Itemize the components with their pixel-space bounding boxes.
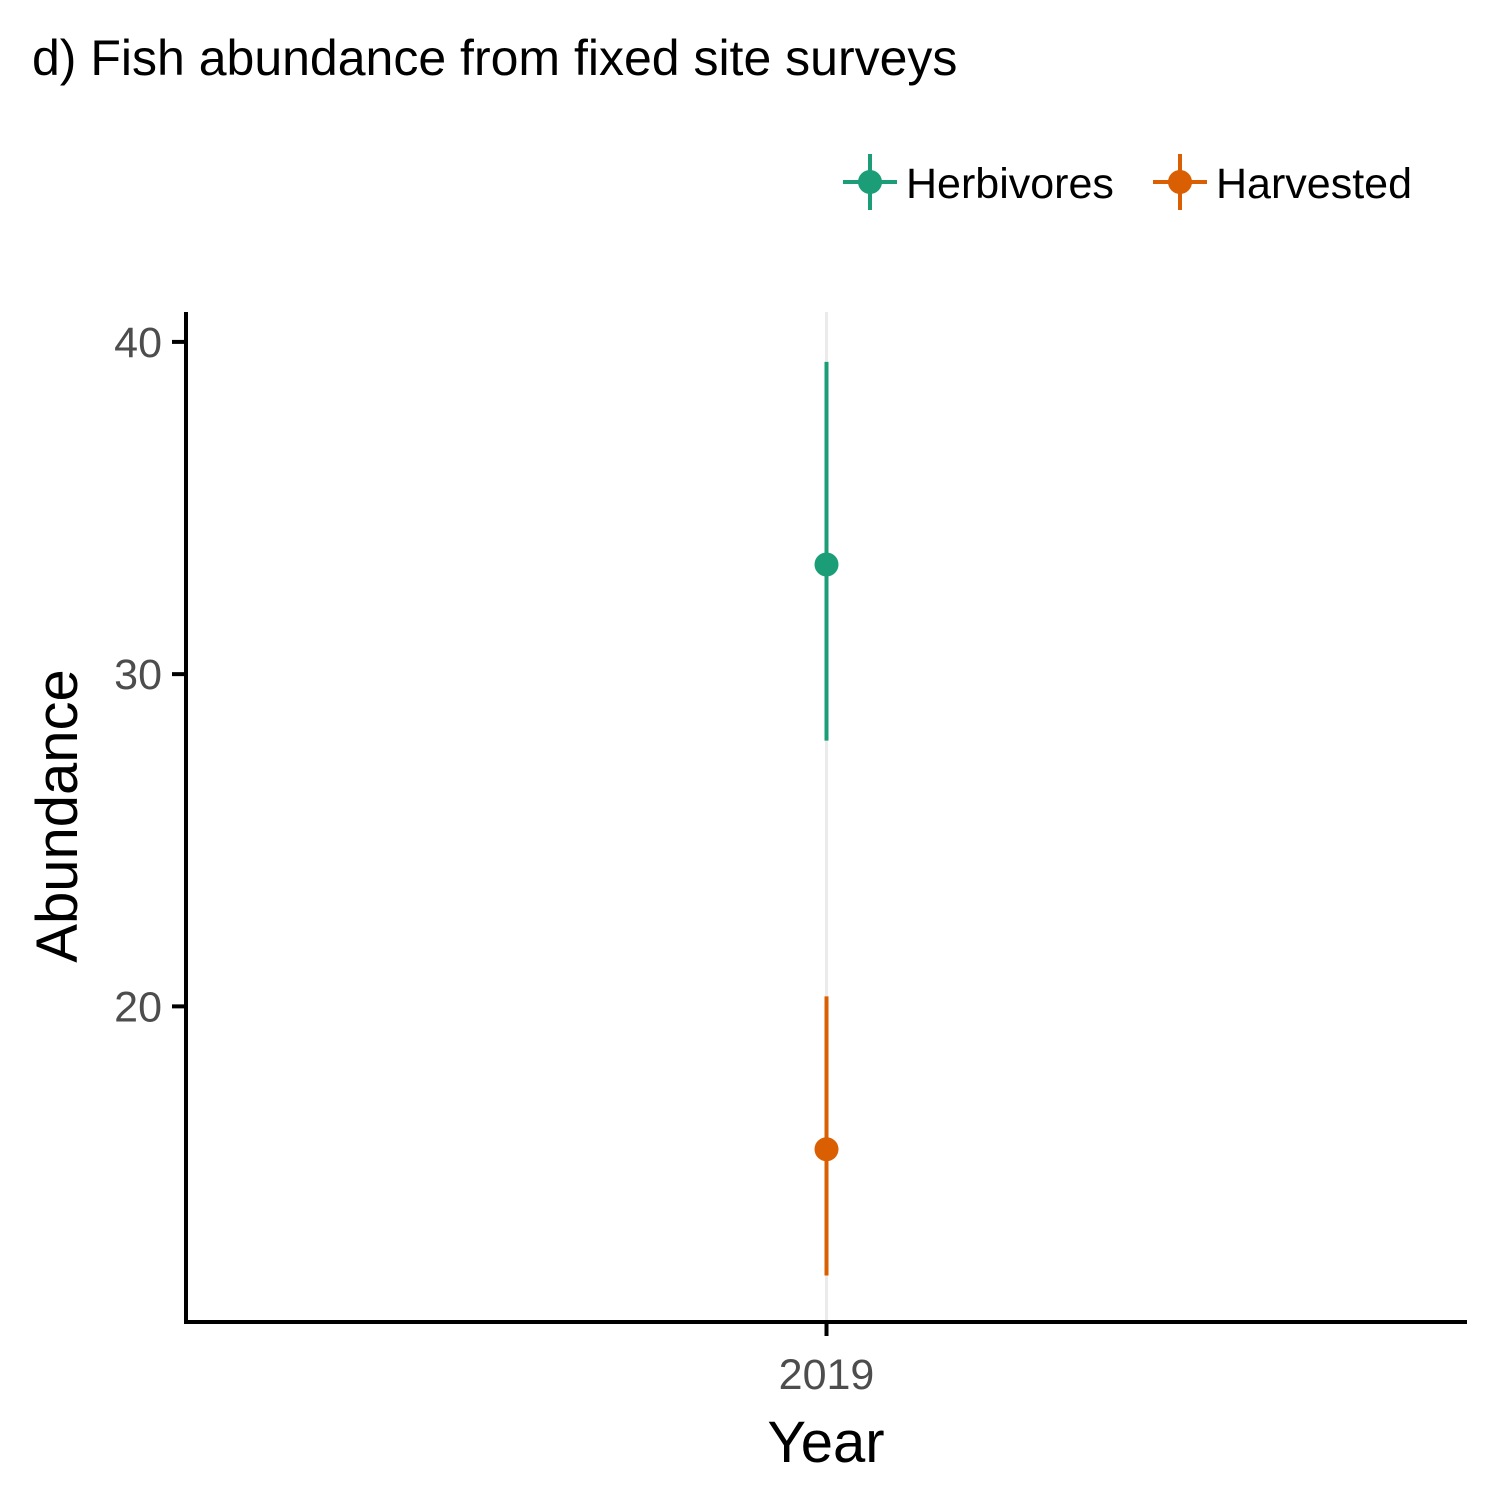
y-tick-label: 40 [114, 319, 162, 367]
marks-layer [814, 361, 839, 1276]
legend: Herbivores Harvested [843, 154, 1412, 210]
legend-label-herbivores: Herbivores [906, 160, 1114, 208]
harvested-point [814, 1137, 839, 1162]
y-tick-label: 20 [114, 983, 162, 1031]
legend-key-point-harvested [1168, 170, 1192, 194]
legend-key-point-herbivores [858, 170, 882, 194]
x-axis-title: Year [767, 1410, 884, 1475]
herbivores-point [814, 552, 839, 577]
x-tick-label: 2019 [779, 1351, 875, 1399]
chart-title: d) Fish abundance from fixed site survey… [32, 30, 957, 86]
legend-label-harvested: Harvested [1216, 160, 1412, 208]
y-axis-title: Abundance [25, 669, 90, 962]
y-tick-label: 30 [114, 651, 162, 699]
axes-layer: 20 30 40 2019 [114, 312, 1467, 1399]
